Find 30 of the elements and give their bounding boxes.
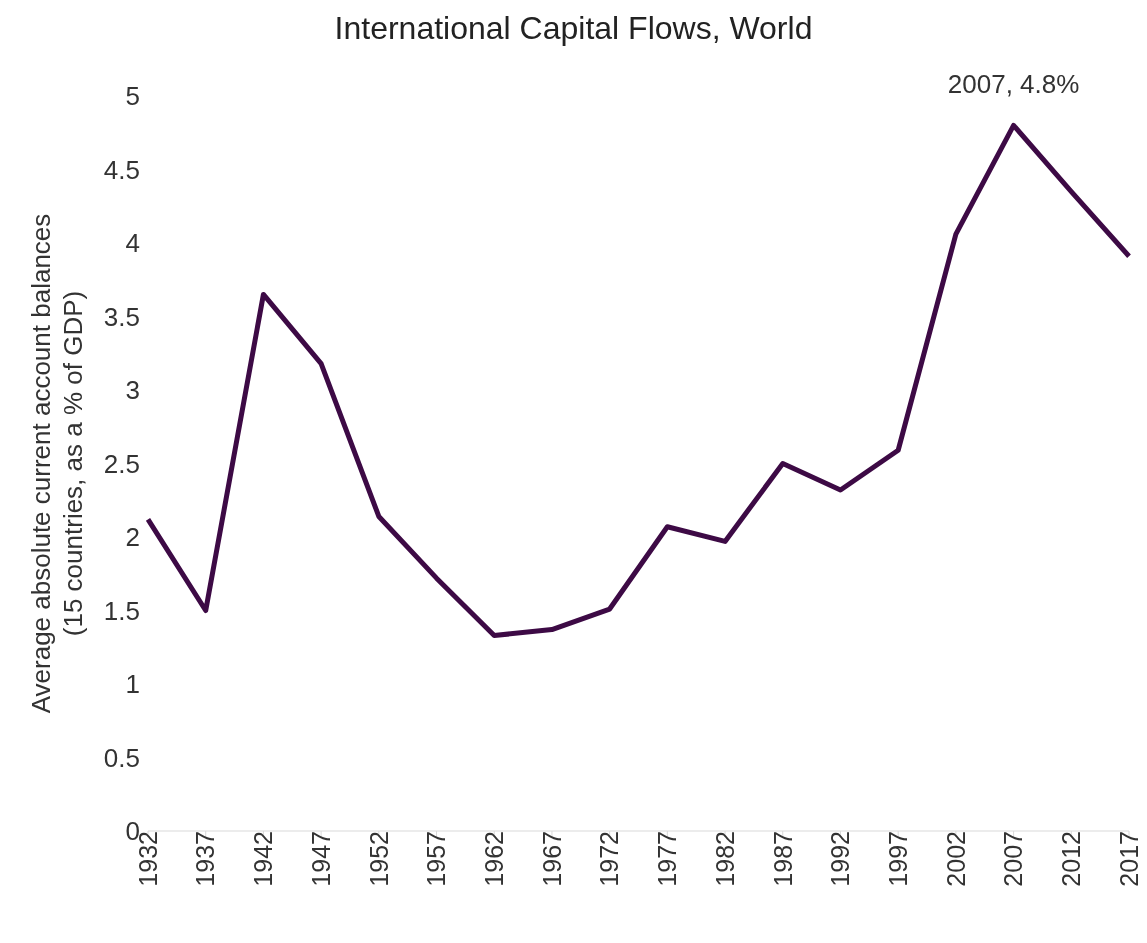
x-tick-label: 2012 [1057,831,1086,887]
x-tick-label: 1992 [826,831,855,887]
y-tick-label: 5 [125,81,140,112]
annotation: 2007, 4.8% [947,69,1080,100]
x-tick-label: 1977 [653,831,682,887]
y-tick-label: 4.5 [103,154,140,185]
x-tick-label: 1972 [595,831,624,887]
y-tick-label: 0.5 [103,742,140,773]
x-tick-label: 1962 [479,831,508,887]
y-tick-label: 1 [125,669,140,700]
x-tick-label: 1947 [306,831,335,887]
x-tick-label: 1967 [537,831,566,887]
x-tick-label: 1937 [191,831,220,887]
x-tick-label: 2017 [1114,831,1143,887]
y-tick-label: 3 [125,375,140,406]
chart-title: International Capital Flows, World [333,9,814,48]
y-tick-label: 4 [125,228,140,259]
x-tick-label: 1942 [249,831,278,887]
x-tick-label: 1952 [364,831,393,887]
y-axis-title: Average absolute current account balances (15 countries, as a % of GDP) [26,213,88,714]
y-tick-label: 3.5 [103,301,140,332]
y-tick-label: 2 [125,522,140,553]
x-tick-label: 2002 [941,831,970,887]
x-tick-label: 2007 [999,831,1028,887]
y-tick-label: 1.5 [103,595,140,626]
y-tick-label: 2.5 [103,448,140,479]
x-tick-label: 1987 [768,831,797,887]
x-tick-label: 1982 [710,831,739,887]
x-tick-label: 1957 [422,831,451,887]
x-tick-label: 1997 [883,831,912,887]
